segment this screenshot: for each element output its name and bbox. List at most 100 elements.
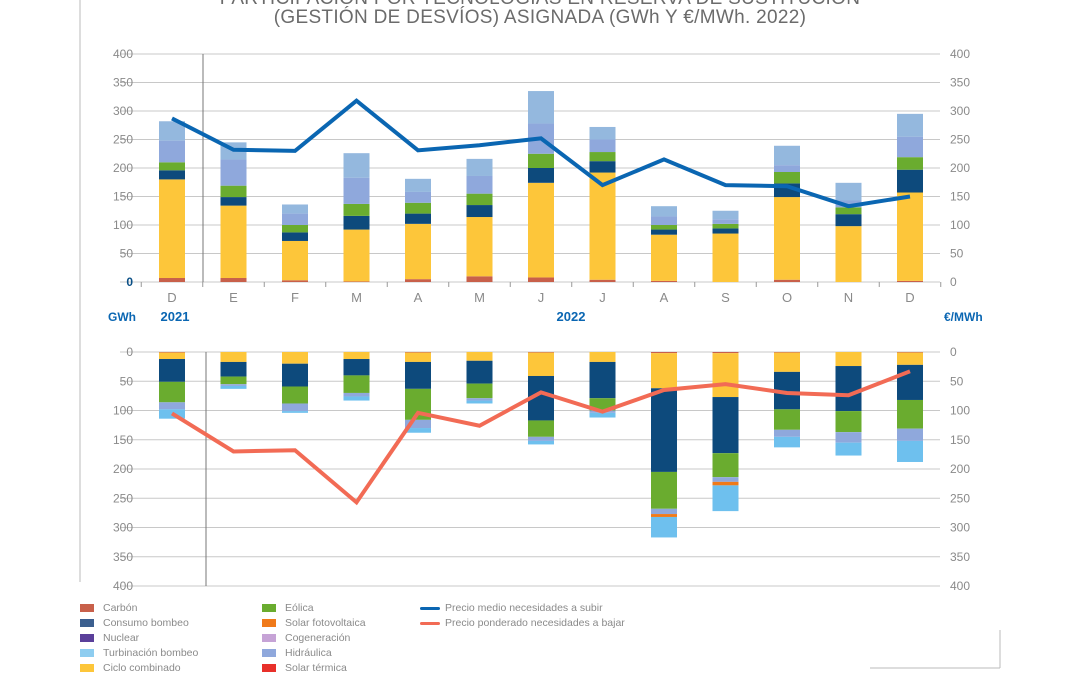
bar-segment-hidr-ulica (282, 213, 308, 225)
legend-swatch (262, 619, 276, 628)
y-tick-left: 300 (113, 104, 133, 118)
y-axis-unit-right: €/MWh (944, 310, 983, 324)
legend-line-swatch (420, 606, 440, 610)
bar-segment-hidr-ulica (405, 191, 431, 203)
bar-segment-hidr-ulica (528, 436, 554, 441)
y-tick-left: 400 (113, 47, 133, 61)
bar-segment-ciclo-combinado (159, 179, 185, 279)
bar-segment-ciclo-combinado (343, 229, 370, 282)
bar-segment-turbinaci-n-bombeo (528, 440, 554, 445)
legend-label: Precio medio necesidades a subir (445, 602, 603, 614)
bar-segment-carb-n (528, 277, 554, 282)
y-tick-right: 100 (950, 218, 970, 232)
bar-segment-hidr-ulica (774, 165, 800, 172)
bar-segment-consumo-bombeo (835, 214, 862, 227)
bar-segment-carb-n (405, 352, 431, 353)
bar-segment-turbinaci-n-bombeo (651, 516, 677, 538)
legend-label: Hidráulica (285, 647, 332, 659)
chart-title-line1: PARTICIPACIÓN POR TECNOLOGÍAS EN RESERVA… (0, 0, 1080, 10)
bar-segment-hidr-ulica (343, 392, 370, 397)
bar-segment-e-lica (159, 381, 185, 403)
bar-segment-hidr-ulica (651, 216, 677, 225)
bar-segment-ciclo-combinado (897, 352, 923, 365)
y-tick-left: 350 (113, 76, 133, 90)
bar-segment-ciclo-combinado (466, 217, 493, 277)
y-tick-right: 50 (950, 374, 964, 388)
legend-label: Cogeneración (285, 632, 351, 644)
legend-line-swatch (420, 621, 440, 625)
bar-segment-consumo-bombeo (466, 360, 493, 384)
y-tick-left: 50 (120, 374, 134, 388)
legend-item: Cogeneración (262, 632, 350, 644)
bar-segment-ciclo-combinado (712, 353, 739, 398)
bar-segment-turbinaci-n-bombeo (897, 440, 923, 462)
bar-segment-ciclo-combinado (774, 197, 800, 280)
legend-label: Consumo bombeo (103, 617, 189, 629)
bar-segment-consumo-bombeo (712, 397, 739, 454)
bar-segment-ciclo-combinado (343, 352, 370, 360)
bar-segment-consumo-bombeo (282, 232, 308, 241)
x-tick-label: D (905, 290, 914, 305)
bar-segment-hidr-ulica (651, 508, 677, 515)
y-tick-left: 200 (113, 462, 133, 476)
bar-segment-consumo-bombeo (712, 228, 739, 234)
bar-segment-turbinaci-n-bombeo (589, 126, 616, 140)
bar-segment-turbinaci-n-bombeo (712, 485, 739, 512)
bar-segment-carb-n (712, 352, 739, 354)
bar-segment-carb-n (159, 278, 185, 282)
bar-segment-hidr-ulica (220, 384, 247, 386)
bar-segment-hidr-ulica (589, 139, 616, 153)
x-tick-label: M (351, 290, 362, 305)
y-tick-left: 150 (113, 190, 133, 204)
bar-segment-hidr-ulica (343, 177, 370, 204)
bar-segment-e-lica (159, 162, 185, 171)
legend-label: Solar fotovoltaica (285, 617, 366, 629)
y-axis-unit-left: GWh (108, 310, 136, 324)
bar-segment-turbinaci-n-bombeo (343, 396, 370, 401)
y-tick-right: 0 (950, 275, 957, 289)
bar-segment-hidr-ulica (897, 136, 923, 158)
bar-segment-e-lica (651, 225, 677, 230)
bar-segment-consumo-bombeo (220, 361, 247, 377)
bar-segment-e-lica (712, 223, 739, 229)
bar-segment-carb-n (589, 279, 616, 282)
bar-segment-consumo-bombeo (343, 215, 370, 230)
legend-item: Eólica (262, 602, 314, 614)
legend-item: Carbón (80, 602, 137, 614)
bar-segment-turbinaci-n-bombeo (466, 158, 493, 176)
legend-item: Ciclo combinado (80, 662, 181, 674)
y-tick-right: 50 (950, 247, 964, 261)
y-tick-right: 200 (950, 462, 970, 476)
bar-segment-ciclo-combinado (282, 352, 308, 364)
legend-swatch (80, 619, 94, 628)
legend-item: Consumo bombeo (80, 617, 189, 629)
y-tick-left: 0 (126, 275, 133, 289)
legend-swatch (80, 634, 94, 643)
bar-segment-hidr-ulica (159, 140, 185, 163)
bar-segment-ciclo-combinado (466, 352, 493, 361)
bar-segment-ciclo-combinado (405, 223, 431, 280)
bar-segment-turbinaci-n-bombeo (405, 178, 431, 192)
bar-segment-carb-n (897, 352, 923, 353)
bar-segment-turbinaci-n-bombeo (282, 204, 308, 214)
bar-segment-ciclo-combinado (835, 352, 862, 367)
bar-segment-consumo-bombeo (220, 197, 247, 206)
bar-segment-hidr-ulica (835, 200, 862, 208)
y-tick-left: 100 (113, 404, 133, 418)
bar-segment-turbinaci-n-bombeo (159, 121, 185, 141)
bar-segment-consumo-bombeo (343, 359, 370, 376)
bar-segment-carb-n (897, 280, 923, 282)
bar-segment-turbinaci-n-bombeo (528, 91, 554, 124)
bar-segment-consumo-bombeo (466, 205, 493, 218)
bar-segment-e-lica (405, 202, 431, 214)
bar-segment-e-lica (897, 157, 923, 170)
bar-segment-solar-fotovoltaica (651, 514, 677, 517)
y-tick-right: 350 (950, 550, 970, 564)
bar-segment-e-lica (343, 203, 370, 216)
bar-segment-e-lica (835, 411, 862, 433)
y-tick-left: 250 (113, 133, 133, 147)
bar-segment-hidr-ulica (897, 428, 923, 441)
bar-segment-e-lica (897, 399, 923, 429)
y-tick-right: 150 (950, 190, 970, 204)
bar-segment-ciclo-combinado (220, 352, 247, 362)
